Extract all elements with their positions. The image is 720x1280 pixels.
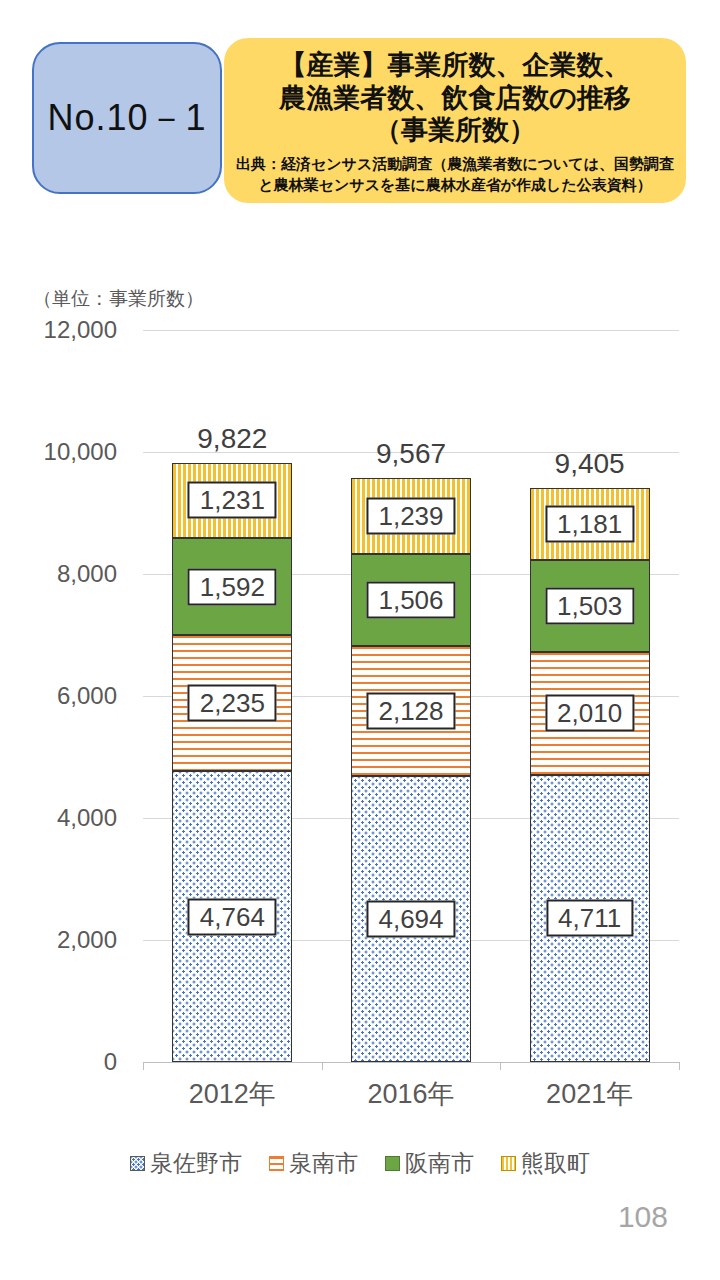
gridline bbox=[143, 330, 679, 331]
segment-value-label: 1,506 bbox=[366, 581, 455, 618]
legend-label: 泉佐野市 bbox=[150, 1148, 242, 1179]
y-tick-label: 2,000 bbox=[17, 926, 117, 954]
segment-value-label: 1,503 bbox=[545, 588, 634, 625]
page-number-badge-label: No.10－1 bbox=[47, 94, 206, 143]
y-tick-label: 4,000 bbox=[17, 804, 117, 832]
source-note-line-2: と農林業センサスを基に農林水産省が作成した公表資料） bbox=[258, 175, 652, 195]
legend-item: 泉佐野市 bbox=[130, 1148, 242, 1179]
y-tick-label: 0 bbox=[17, 1048, 117, 1076]
chart-title-line-3: （事業所数） bbox=[374, 114, 536, 147]
y-tick-label: 6,000 bbox=[17, 682, 117, 710]
legend-swatch-vstripes bbox=[501, 1156, 516, 1171]
legend-swatch-solid bbox=[385, 1156, 400, 1171]
legend-item: 阪南市 bbox=[385, 1148, 474, 1179]
segment-value-label: 1,231 bbox=[188, 482, 277, 519]
segment-value-label: 1,592 bbox=[188, 568, 277, 605]
report-page: No.10－1 【産業】事業所数、企業数、 農漁業者数、飲食店数の推移 （事業所… bbox=[0, 0, 720, 1280]
legend-label: 熊取町 bbox=[521, 1148, 590, 1179]
legend-label: 阪南市 bbox=[405, 1148, 474, 1179]
segment-value-label: 4,764 bbox=[188, 898, 277, 935]
legend-item: 泉南市 bbox=[269, 1148, 358, 1179]
page-number: 108 bbox=[618, 1200, 668, 1234]
x-axis-tick bbox=[500, 1062, 501, 1070]
segment-value-label: 2,010 bbox=[545, 695, 634, 732]
legend-item: 熊取町 bbox=[501, 1148, 590, 1179]
x-axis-label: 2012年 bbox=[189, 1076, 276, 1112]
segment-value-label: 2,235 bbox=[188, 685, 277, 722]
y-tick-label: 12,000 bbox=[17, 316, 117, 344]
chart-legend: 泉佐野市 泉南市 阪南市 熊取町 bbox=[0, 1148, 720, 1179]
chart-title-box: 【産業】事業所数、企業数、 農漁業者数、飲食店数の推移 （事業所数） 出典：経済… bbox=[224, 38, 686, 203]
bar-total-label: 9,822 bbox=[197, 423, 267, 455]
segment-value-label: 1,181 bbox=[545, 506, 634, 543]
bar-total-label: 9,405 bbox=[555, 448, 625, 480]
x-axis-label: 2016年 bbox=[367, 1076, 454, 1112]
segment-value-label: 2,128 bbox=[366, 692, 455, 729]
bar-total-label: 9,567 bbox=[376, 438, 446, 470]
segment-value-label: 4,711 bbox=[546, 900, 633, 937]
page-number-badge: No.10－1 bbox=[32, 42, 222, 194]
chart-title-line-1: 【産業】事業所数、企業数、 bbox=[280, 49, 631, 82]
x-axis-tick bbox=[143, 1062, 144, 1070]
legend-swatch-dots bbox=[130, 1156, 145, 1171]
segment-value-label: 1,239 bbox=[366, 498, 455, 535]
legend-label: 泉南市 bbox=[289, 1148, 358, 1179]
x-axis-label: 2021年 bbox=[546, 1076, 633, 1112]
y-tick-label: 10,000 bbox=[17, 438, 117, 466]
source-note-line-1: 出典：経済センサス活動調査（農漁業者数については、国勢調査 bbox=[236, 154, 674, 174]
chart-title-line-2: 農漁業者数、飲食店数の推移 bbox=[279, 82, 631, 115]
segment-value-label: 4,694 bbox=[366, 900, 455, 937]
y-tick-label: 8,000 bbox=[17, 560, 117, 588]
legend-swatch-hstripes bbox=[269, 1156, 284, 1171]
x-axis-tick bbox=[679, 1062, 680, 1070]
x-axis-tick bbox=[322, 1062, 323, 1070]
